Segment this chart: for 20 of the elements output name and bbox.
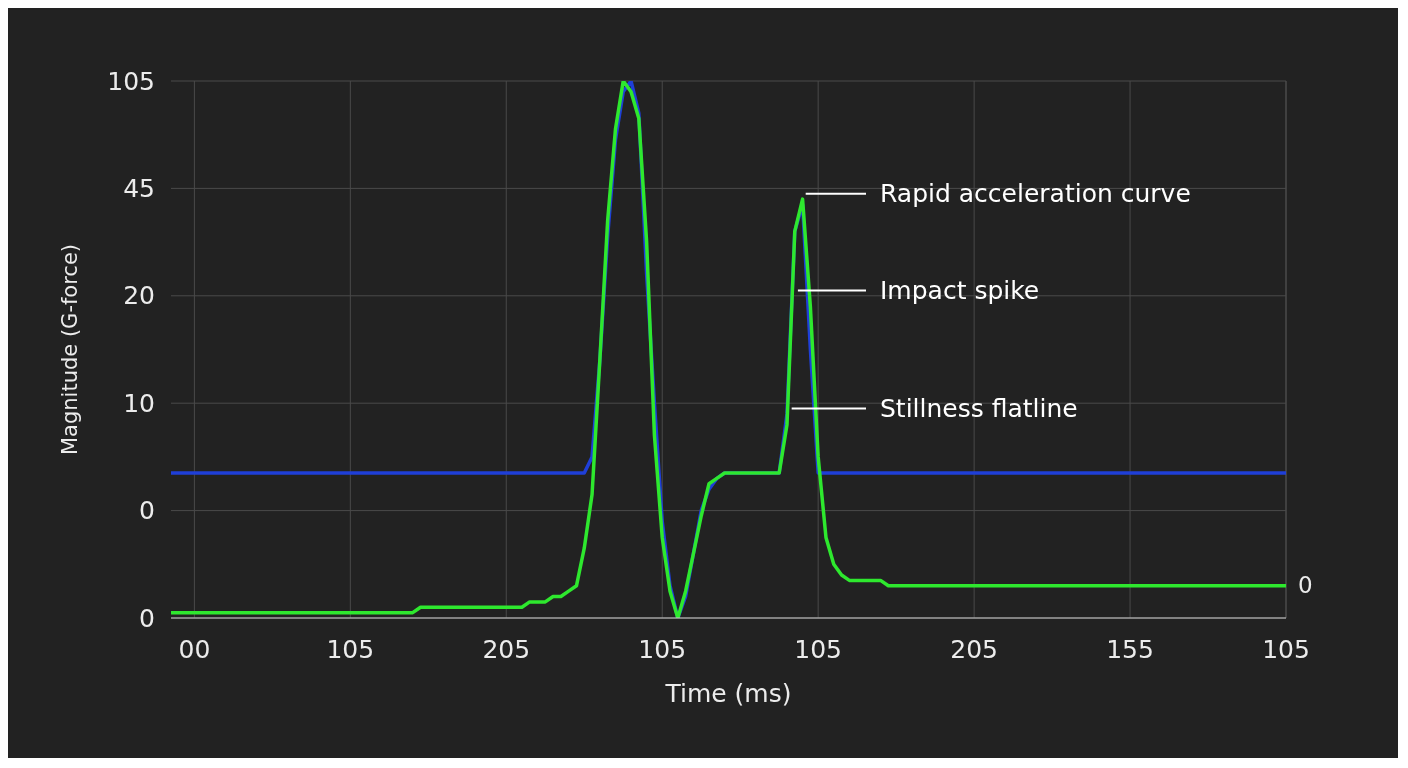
annotation: Rapid acceleration curve xyxy=(880,179,1191,209)
x-tick-label: 155 xyxy=(1106,634,1154,664)
x-axis-title: Time (ms) xyxy=(664,679,792,708)
text: 105 xyxy=(107,66,155,96)
x-tick-label: 00 xyxy=(178,634,211,664)
text: 10 xyxy=(123,388,155,418)
x-tick-label: 205 xyxy=(950,634,998,664)
text: 20 xyxy=(123,281,155,311)
text: 45 xyxy=(123,173,155,203)
y-axis-title: Magnitude (G-force) xyxy=(58,243,82,456)
x-tick-label: 205 xyxy=(482,634,531,664)
x-tick-label: 105 xyxy=(1262,634,1310,664)
text: 0 xyxy=(1298,571,1313,598)
x-tick-label: 105 xyxy=(794,634,843,664)
annotation: Stillness flatline xyxy=(880,394,1078,424)
text: 0 xyxy=(139,496,155,526)
annotation: Impact spike xyxy=(880,275,1040,305)
x-tick-label: 105 xyxy=(638,634,687,664)
x-tick-label: 105 xyxy=(326,634,375,664)
text: 0 xyxy=(139,603,155,633)
